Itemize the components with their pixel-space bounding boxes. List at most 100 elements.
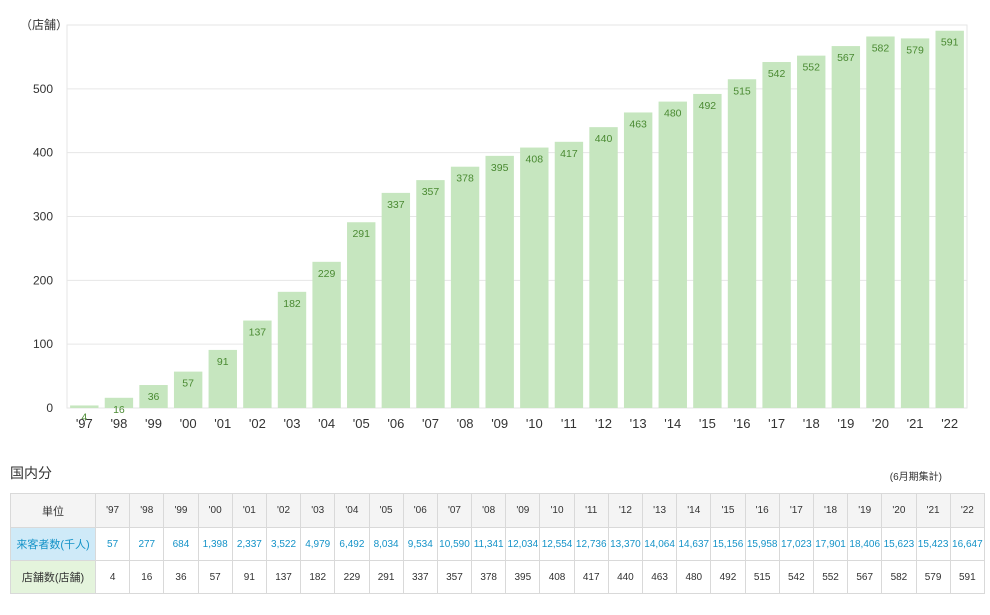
header-year: '11 [573, 493, 609, 528]
header-year: '14 [676, 493, 712, 528]
x-tick-label: '03 [284, 416, 301, 431]
header-year: '02 [265, 493, 302, 528]
bar-value-label: 36 [148, 391, 160, 403]
bar-value-label: 4 [81, 411, 87, 423]
bar [658, 101, 687, 408]
bar [866, 36, 895, 409]
visitor-count-cell: 14,064 [641, 527, 678, 561]
x-tick-label: '16 [734, 416, 751, 431]
bar [831, 46, 861, 408]
x-tick-label: '05 [353, 416, 370, 431]
header-year: '97 [94, 493, 131, 528]
bar [104, 397, 134, 408]
x-tick-label: '19 [837, 416, 854, 431]
store-count-cell: 357 [436, 560, 473, 594]
visitor-count-cell: 16,647 [949, 527, 986, 561]
store-count-cell: 91 [231, 560, 267, 594]
header-year: '18 [812, 493, 849, 528]
bar-value-label: 582 [872, 42, 890, 54]
bar [762, 62, 791, 408]
visitor-count-cell: 1,398 [197, 527, 233, 561]
bar-value-label: 552 [802, 62, 820, 74]
store-count-cell: 542 [778, 560, 814, 594]
x-tick-label: '98 [110, 416, 127, 431]
bar-value-label: 567 [837, 52, 855, 64]
bar-value-label: 480 [664, 108, 682, 120]
data-table: 単位 '97'98'99'00'01'02'03'04'05'06'07'08 '… [10, 493, 986, 594]
x-tick-label: '18 [803, 416, 820, 431]
x-tick-label: '10 [526, 416, 543, 431]
y-tick-label: 200 [33, 273, 53, 287]
bar [139, 385, 168, 408]
visitor-count-cell: 17,023 [778, 527, 814, 561]
bar [347, 222, 376, 408]
bar [416, 180, 445, 408]
y-tick-label: 500 [33, 82, 53, 96]
store-count-bar-chart: 0 100 200 300 400 500 4'97 16'98 36 '99 57 '00 91 '01… [33, 24, 968, 431]
store-count-cell: 229 [334, 560, 370, 594]
row-label-stores: 店舗数(店舗) [10, 560, 96, 594]
bar-value-label: 357 [422, 186, 440, 198]
visitor-count-cell: 12,554 [539, 527, 575, 561]
bar [381, 192, 411, 408]
header-year: '06 [402, 493, 438, 528]
bar [450, 166, 480, 408]
header-year: '04 [334, 493, 370, 528]
y-tick-label: 400 [33, 146, 53, 160]
x-tick-label: '12 [595, 416, 612, 431]
visitor-count-cell: 17,901 [812, 527, 849, 561]
bar-value-label: 591 [941, 37, 959, 49]
header-year: '21 [915, 493, 951, 528]
x-tick-label: '00 [180, 416, 197, 431]
visitor-count-cell: 6,492 [334, 527, 370, 561]
store-count-cell: 552 [812, 560, 849, 594]
header-year: '03 [300, 493, 336, 528]
bar-value-label: 291 [352, 228, 370, 240]
bar [727, 79, 757, 408]
bar-value-label: 408 [526, 154, 544, 166]
bar [208, 349, 237, 408]
store-count-cell: 4 [94, 560, 131, 594]
bar-value-label: 57 [182, 378, 194, 390]
header-year: '15 [710, 493, 746, 528]
store-count-cell: 337 [402, 560, 438, 594]
store-count-cell: 378 [471, 560, 507, 594]
aggregation-note: (6月期集計) [889, 472, 942, 483]
y-axis-unit-label: （店舗） [20, 18, 69, 32]
store-count-cell: 440 [607, 560, 644, 594]
bar-value-label: 417 [560, 148, 578, 160]
x-tick-label: '99 [145, 416, 162, 431]
x-tick-label: '01 [214, 416, 231, 431]
x-tick-label: '08 [457, 416, 474, 431]
bar-value-label: 137 [249, 327, 267, 339]
header-unit-label: 単位 [10, 493, 96, 528]
store-count-cell: 480 [676, 560, 712, 594]
visitor-count-cell: 8,034 [368, 527, 404, 561]
header-year: '09 [505, 493, 541, 528]
header-year: '19 [847, 493, 883, 528]
y-tick-label: 0 [46, 401, 53, 415]
store-count-cell: 515 [744, 560, 780, 594]
header-year: '12 [607, 493, 644, 528]
store-count-cell: 417 [573, 560, 609, 594]
header-year: '98 [129, 493, 165, 528]
visitor-count-cell: 15,156 [710, 527, 746, 561]
header-year: '22 [949, 493, 986, 528]
y-tick-label: 300 [33, 210, 53, 224]
store-count-cell: 582 [881, 560, 917, 594]
visitor-count-cell: 12,736 [573, 527, 609, 561]
visitor-count-cell: 277 [129, 527, 165, 561]
store-count-cell: 182 [300, 560, 336, 594]
header-year: '05 [368, 493, 404, 528]
header-year: '00 [197, 493, 233, 528]
x-tick-label: '11 [561, 416, 577, 431]
bar [935, 30, 964, 409]
visitor-count-cell: 12,034 [505, 527, 541, 561]
bar [693, 93, 722, 408]
bar-value-label: 378 [456, 173, 474, 185]
x-tick-label: '22 [941, 416, 958, 431]
x-tick-label: '17 [768, 416, 785, 431]
header-year: '99 [163, 493, 199, 528]
x-tick-label: '13 [630, 416, 647, 431]
x-tick-label: '20 [872, 416, 889, 431]
